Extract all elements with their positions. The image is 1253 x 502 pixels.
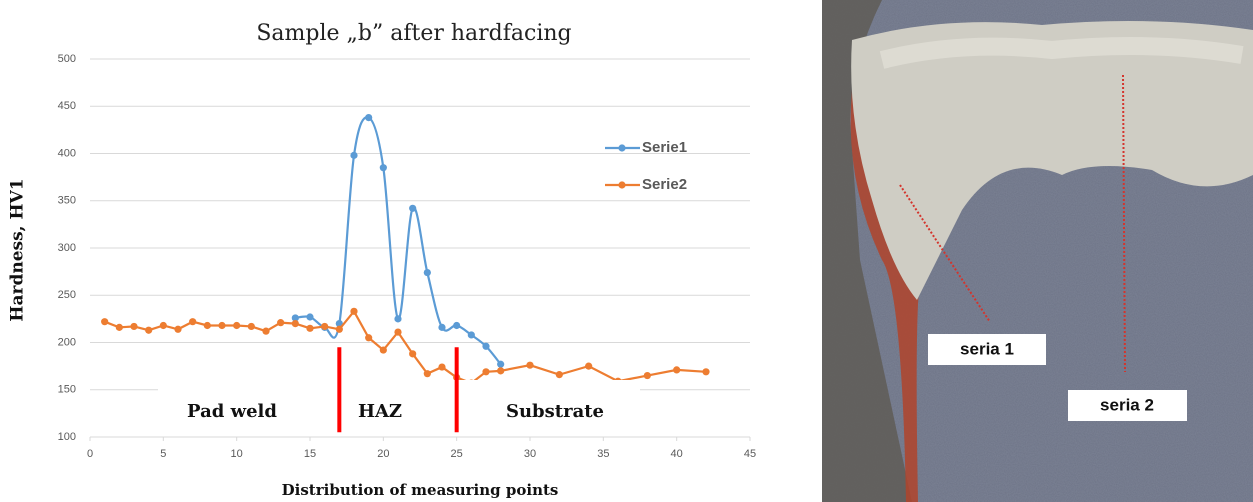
y-tick-label: 150 [58, 384, 76, 396]
data-point [702, 368, 710, 376]
data-point [482, 342, 490, 350]
y-tick-label: 400 [58, 147, 76, 159]
data-point [145, 326, 153, 334]
legend-marker [618, 144, 626, 152]
data-point [497, 367, 505, 375]
x-tick-label: 20 [377, 448, 389, 460]
data-point [409, 204, 417, 212]
series-line [295, 116, 502, 365]
data-point [189, 318, 197, 326]
data-point [115, 323, 123, 331]
data-point [526, 361, 534, 369]
data-point [335, 325, 343, 333]
x-axis-label: Distribution of measuring points [282, 481, 559, 499]
data-point [423, 268, 431, 277]
y-tick-label: 500 [58, 53, 76, 65]
legend-label: Serie1 [642, 139, 687, 156]
photo: seria 1 seria 2 [822, 0, 1253, 502]
y-tick-label: 350 [58, 195, 76, 207]
data-point [438, 363, 446, 371]
photo-label: seria 1 [960, 339, 1014, 358]
data-point [262, 327, 270, 335]
data-point [453, 321, 461, 330]
data-point [130, 322, 138, 331]
data-point [379, 164, 387, 172]
x-tick-label: 0 [87, 448, 93, 460]
data-point [394, 328, 402, 336]
data-point [306, 313, 314, 321]
legend-marker [618, 181, 626, 189]
data-point [585, 362, 593, 370]
plot [101, 113, 710, 387]
data-point [438, 323, 446, 331]
data-point [423, 370, 431, 378]
data-point [643, 371, 651, 380]
legend-label: Serie2 [642, 176, 687, 193]
data-point [247, 322, 255, 331]
x-tick-label: 5 [160, 448, 166, 460]
data-point [365, 334, 373, 342]
x-tick-label: 30 [524, 448, 536, 460]
data-point [555, 371, 563, 379]
y-tick-label: 100 [58, 431, 76, 443]
zone-label: HAZ [358, 401, 402, 422]
data-point [218, 321, 226, 330]
data-point [159, 321, 167, 330]
legend: Serie1 Serie2 [605, 139, 687, 193]
pad-weld [851, 21, 1253, 300]
label-box [928, 334, 1046, 365]
photo-label: seria 2 [1100, 395, 1154, 414]
y-tick-label: 450 [58, 100, 76, 112]
data-point [467, 331, 475, 339]
y-tick-label: 200 [58, 336, 76, 348]
data-point [291, 314, 299, 322]
zone-label: Pad weld [187, 401, 277, 422]
seria-1-line [899, 184, 991, 323]
data-point [497, 360, 505, 368]
annotations: Pad weld HAZ Substrate [187, 347, 604, 433]
data-point [291, 320, 299, 328]
data-point [350, 151, 358, 159]
data-point [482, 368, 490, 376]
data-point [101, 318, 109, 326]
y-axis-label: Hardness, HV1 [8, 178, 28, 321]
data-point [673, 366, 681, 374]
data-point [277, 319, 285, 327]
weld-highlight [879, 37, 1244, 69]
data-point [174, 325, 182, 333]
seria-2-line [1122, 74, 1126, 373]
data-point [379, 346, 387, 354]
zone-label: Substrate [506, 401, 604, 422]
label-box [1068, 390, 1187, 421]
x-tick-label: 10 [231, 448, 243, 460]
red-border [850, 90, 922, 502]
chart: Sample „b” after hardfacing Hardness, HV… [8, 21, 757, 499]
data-point [409, 350, 417, 358]
x-tick-label: 45 [744, 448, 756, 460]
data-point [233, 321, 241, 330]
data-point [350, 307, 358, 315]
data-point [203, 321, 211, 330]
data-point [365, 113, 373, 122]
x-tick-label: 25 [451, 448, 463, 460]
x-tick-label: 35 [597, 448, 609, 460]
left-edge [822, 0, 912, 502]
x-tick-label: 15 [304, 448, 316, 460]
chart-title: Sample „b” after hardfacing [256, 21, 571, 46]
y-tick-label: 250 [58, 289, 76, 301]
data-point [394, 315, 402, 323]
data-point [306, 324, 314, 332]
annotation-box [158, 380, 640, 436]
y-tick-label: 300 [58, 242, 76, 254]
data-point [321, 322, 329, 331]
x-tick-label: 40 [671, 448, 683, 460]
